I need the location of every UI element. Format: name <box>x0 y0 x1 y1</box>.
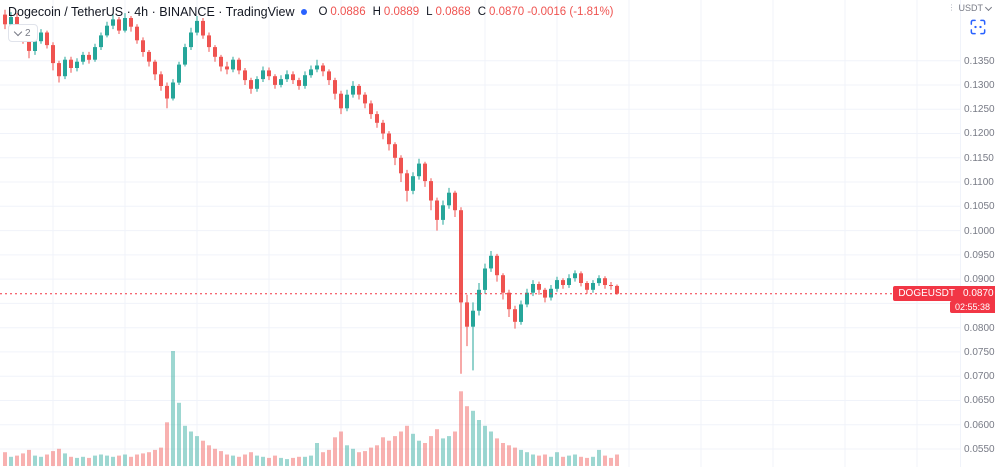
ohlc-low-value: 0.0868 <box>435 6 471 18</box>
legend-collapse-count: 2 <box>25 27 31 39</box>
price-axis-label: 0.0950 <box>964 250 995 261</box>
ohlc-open-label: O <box>318 6 328 18</box>
chevron-down-icon <box>984 3 993 11</box>
ohlc-high-label: H <box>372 6 381 18</box>
currency-toggle[interactable]: ⋮ USDT <box>947 3 993 13</box>
ohlc-open-value: 0.0886 <box>330 6 366 18</box>
price-axis-label: 0.0650 <box>964 395 995 406</box>
viewfinder-icon[interactable] <box>968 17 988 37</box>
price-axis-label: 0.0750 <box>964 347 995 358</box>
price-axis-label: 0.0900 <box>964 274 995 285</box>
price-axis[interactable]: 0.1350 0.1300 0.1250 0.1200 0.1150 0.1100 0.10… <box>960 0 995 467</box>
price-line-badge: DOGEUSDT 0.0870 <box>893 286 995 301</box>
price-axis-label: 0.0600 <box>964 420 995 431</box>
price-axis-label: 0.1000 <box>964 226 995 237</box>
price-axis-label: 0.0800 <box>964 323 995 334</box>
currency-label: USDT <box>958 3 984 13</box>
price-axis-label: 0.0550 <box>964 444 995 455</box>
price-axis-label: 0.0700 <box>964 371 995 382</box>
chevron-down-icon <box>13 27 23 36</box>
bar-countdown-badge: 02:55:38 <box>949 301 995 313</box>
legend-collapse-button[interactable]: 2 <box>8 24 38 42</box>
ohlc-values: O 0.0886 H 0.0889 L 0.0868 C 0.0870 -0.0016 … <box>314 6 613 18</box>
ohlc-close-value: 0.0870 <box>489 6 525 18</box>
price-axis-label: 0.1050 <box>964 201 995 212</box>
price-axis-label: 0.1350 <box>964 56 995 67</box>
last-price-badge: 0.0870 <box>960 286 995 301</box>
legend: Dogecoin / TetherUS · 4h · BINANCE · Tra… <box>8 5 614 19</box>
ohlc-low-label: L <box>426 6 433 18</box>
price-axis-label: 0.1300 <box>964 80 995 91</box>
price-chart-canvas[interactable] <box>0 0 960 467</box>
price-axis-label: 0.1250 <box>964 104 995 115</box>
ohlc-change-value: -0.0016 (-1.81%) <box>527 6 614 18</box>
price-axis-label: 0.1150 <box>964 153 994 164</box>
ohlc-close-label: C <box>477 6 487 18</box>
price-axis-label: 0.1200 <box>964 128 995 139</box>
status-dot-icon <box>301 9 308 15</box>
more-dots-icon: ⋮ <box>947 3 956 12</box>
symbol-badge: DOGEUSDT <box>893 286 960 301</box>
symbol-title[interactable]: Dogecoin / TetherUS · 4h · BINANCE · Tra… <box>8 5 295 19</box>
ohlc-high-value: 0.0889 <box>383 6 420 18</box>
price-axis-label: 0.1100 <box>964 177 994 188</box>
